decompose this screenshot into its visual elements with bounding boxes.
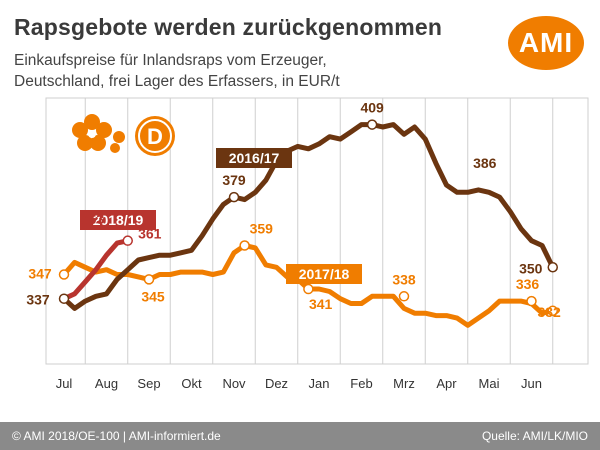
data-point-marker — [228, 191, 240, 203]
value-label: 363 — [81, 211, 105, 227]
data-point-marker — [58, 269, 70, 280]
legend-label: 2017/18 — [299, 266, 350, 282]
x-tick-label: Mai — [479, 376, 500, 391]
legend-box-2017-18 — [286, 264, 362, 284]
value-label: 386 — [473, 155, 497, 171]
value-label: 379 — [222, 172, 246, 188]
value-label: 409 — [360, 100, 384, 116]
value-label: 337 — [26, 292, 50, 308]
x-tick-label: Aug — [95, 376, 118, 391]
value-label: 347 — [28, 266, 52, 282]
data-point-marker — [366, 119, 378, 130]
value-label: 332 — [537, 304, 561, 320]
x-tick-label: Nov — [222, 376, 246, 391]
x-tick-label: Mrz — [393, 376, 415, 391]
value-label: 341 — [309, 296, 333, 312]
flower-icon — [72, 114, 125, 153]
x-tick-label: Dez — [265, 376, 288, 391]
series-line-2018-19 — [61, 238, 131, 302]
legend-group: 2016/17 2017/18 2018/19 — [80, 148, 362, 284]
data-point-marker — [303, 283, 314, 295]
x-tick-label: Sep — [137, 376, 160, 391]
x-tick-label: Okt — [181, 376, 202, 391]
legend-label: 2016/17 — [229, 150, 280, 166]
value-label: 361 — [138, 226, 162, 242]
x-axis-ticks: Jul Aug Sep Okt Nov Dez Jan Feb Mrz Apr Mai Jun — [56, 376, 542, 391]
chart-grid — [45, 97, 589, 365]
data-point-marker — [398, 291, 410, 302]
legend-box-2016-17 — [216, 148, 292, 168]
data-point-marker — [122, 235, 133, 246]
footer-source: Quelle: AMI/LK/MIO — [481, 429, 588, 443]
value-label: 345 — [141, 288, 165, 304]
data-point-marker — [143, 274, 155, 285]
value-label: 338 — [392, 271, 416, 287]
footer-copyright: © AMI 2018/OE-100 | AMI-informiert.de — [12, 429, 221, 443]
series-line-2016-17 — [61, 122, 556, 311]
plot-frame — [45, 97, 589, 365]
subtitle-line-2: Deutschland, frei Lager des Erfassers, i… — [14, 73, 340, 90]
value-label: 350 — [519, 260, 543, 276]
badge-ring — [138, 119, 172, 153]
value-label: 336 — [516, 276, 540, 292]
data-point-marker — [58, 293, 70, 304]
value-label: 359 — [250, 221, 274, 237]
data-point-marker — [547, 262, 558, 273]
x-tick-label: Feb — [350, 376, 372, 391]
markers-group — [58, 119, 558, 317]
chart-title: Rapsgebote werden zurückgenommen — [14, 14, 443, 40]
legend-box-2018-19 — [80, 210, 156, 230]
ami-logo-text: AMI — [518, 27, 574, 58]
x-tick-label: Jun — [521, 376, 542, 391]
x-tick-label: Jul — [56, 376, 73, 391]
badge-circle — [135, 116, 175, 156]
chart-subtitle: Einkaufspreise für Inlandsraps vom Erzeu… — [14, 50, 434, 92]
subtitle-line-1: Einkaufspreise für Inlandsraps vom Erzeu… — [14, 52, 327, 69]
x-tick-label: Apr — [436, 376, 457, 391]
value-labels-group: 337 379 409 386 350 347 345 359 341 338 336 332 363 3… — [26, 100, 561, 320]
badge-letter: D — [147, 124, 163, 149]
data-point-marker — [547, 305, 558, 317]
data-point-marker — [239, 240, 250, 251]
footer-bar: © AMI 2018/OE-100 | AMI-informiert.de Qu… — [0, 422, 600, 450]
germany-badge: D — [72, 114, 175, 156]
ami-logo: AMI — [508, 16, 584, 70]
data-point-marker — [526, 295, 537, 307]
x-tick-label: Jan — [309, 376, 330, 391]
legend-label: 2018/19 — [93, 212, 144, 228]
